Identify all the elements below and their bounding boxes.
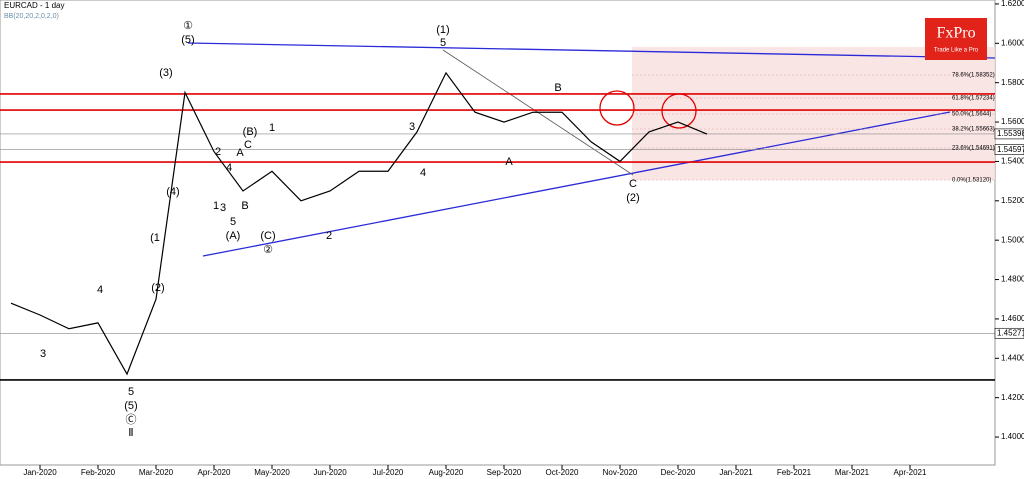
wave-label: 4	[226, 162, 232, 174]
fib-label: 78.6%(1.58352)	[952, 73, 995, 79]
fib-label: 61.8%(1.57234)	[952, 96, 995, 102]
x-tick-label: Jul-2020	[373, 468, 404, 477]
price-label-box	[994, 327, 1024, 339]
y-tick-label: 1.54000	[1001, 157, 1024, 166]
y-tick-label: 1.56000	[1001, 117, 1024, 126]
y-tick-label: 1.62000	[1001, 0, 1024, 8]
y-tick-label: 1.42000	[1001, 393, 1024, 402]
y-tick-label: 1.50000	[1001, 235, 1024, 244]
wave-label: (C)	[260, 230, 275, 242]
price-line-series	[10, 71, 708, 376]
x-tick-label: Feb-2021	[777, 468, 812, 477]
y-tick-label: 1.52000	[1001, 196, 1024, 205]
wave-label: (2)	[626, 192, 639, 204]
wave-label: 1	[269, 122, 275, 134]
price-label-box	[994, 128, 1024, 140]
wave-label: C	[629, 178, 637, 190]
wave-label: ①	[183, 20, 193, 32]
x-tick-label: Jun-2020	[313, 468, 347, 477]
trendline	[202, 111, 951, 257]
wave-label: 3	[409, 121, 415, 133]
logo-box	[925, 18, 987, 60]
wave-label: 1	[213, 200, 219, 212]
x-tick-label: Aug-2020	[429, 468, 464, 477]
price-label-box	[994, 144, 1024, 155]
y-tick-label: 1.58000	[1001, 78, 1024, 87]
y-tick-label: 1.48000	[1001, 275, 1024, 284]
wave-label: Ⅱ	[128, 427, 133, 439]
price-label: 1.54597	[997, 145, 1024, 154]
x-tick-label: Apr-2021	[894, 468, 927, 477]
logo-tagline: Trade Like a Pro	[934, 48, 979, 54]
wave-label: (1	[150, 232, 160, 244]
wave-label: 2	[326, 230, 332, 242]
highlight-circle	[599, 90, 635, 126]
wave-label: (A)	[226, 230, 241, 242]
x-tick-label: Sep-2020	[487, 468, 522, 477]
wave-label: (5)	[181, 34, 194, 46]
trendline	[187, 42, 996, 59]
wave-label: ②	[263, 244, 273, 256]
y-tick-label: 1.44000	[1001, 353, 1024, 362]
y-tick-label: 1.40000	[1001, 432, 1024, 441]
chart-subtitle: BB(20,20,2,0,2,0)	[4, 13, 59, 20]
wave-label: A	[505, 156, 513, 168]
fib-label: 50.0%(1.5644)	[952, 112, 991, 118]
x-tick-label: Oct-2020	[546, 468, 579, 477]
y-tick-label: 1.60000	[1001, 38, 1024, 47]
wave-label: 4	[97, 284, 103, 296]
wave-label: (1)	[436, 24, 449, 36]
chart-title: EURCAD - 1 day	[4, 1, 64, 10]
wave-label: B	[554, 82, 561, 94]
x-tick-label: Mar-2021	[835, 468, 870, 477]
wave-label: 4	[420, 167, 426, 179]
fib-label: 38.2%(1.55663)	[952, 127, 995, 133]
wave-label: (3)	[159, 67, 172, 79]
x-tick-label: Nov-2020	[603, 468, 638, 477]
price-label: 1.45271	[997, 328, 1024, 337]
x-tick-label: Jan-2021	[719, 468, 753, 477]
x-tick-label: Feb-2020	[81, 468, 116, 477]
wave-label: (5)	[124, 400, 137, 412]
fib-zone	[632, 47, 995, 180]
x-tick-label: Mar-2020	[139, 468, 174, 477]
price-label: 1.55398	[997, 129, 1024, 138]
wave-label: 5	[230, 216, 236, 228]
y-tick-label: 1.46000	[1001, 314, 1024, 323]
wave-label: 3	[220, 202, 226, 214]
fib-label: 23.6%(1.54691)	[952, 146, 995, 152]
wave-label: (2)	[151, 282, 164, 294]
wave-label: C	[244, 139, 252, 151]
wave-label: 3	[40, 348, 46, 360]
wave-label: (4)	[166, 186, 179, 198]
logo-brand: FxPro	[936, 25, 975, 42]
wave-label: 5	[128, 386, 134, 398]
x-tick-label: Jan-2020	[23, 468, 57, 477]
fib-label: 0.0%(1.53120)	[952, 178, 991, 184]
wave-label: 2	[215, 146, 221, 158]
wave-label: B	[241, 200, 248, 212]
wave-label: A	[236, 147, 244, 159]
wave-label: (B)	[243, 126, 258, 138]
x-tick-label: Dec-2020	[661, 468, 696, 477]
x-tick-label: May-2020	[254, 468, 290, 477]
x-tick-label: Apr-2020	[198, 468, 231, 477]
wave-label: 5	[440, 37, 446, 49]
wave-label: Ⓒ	[126, 413, 137, 426]
